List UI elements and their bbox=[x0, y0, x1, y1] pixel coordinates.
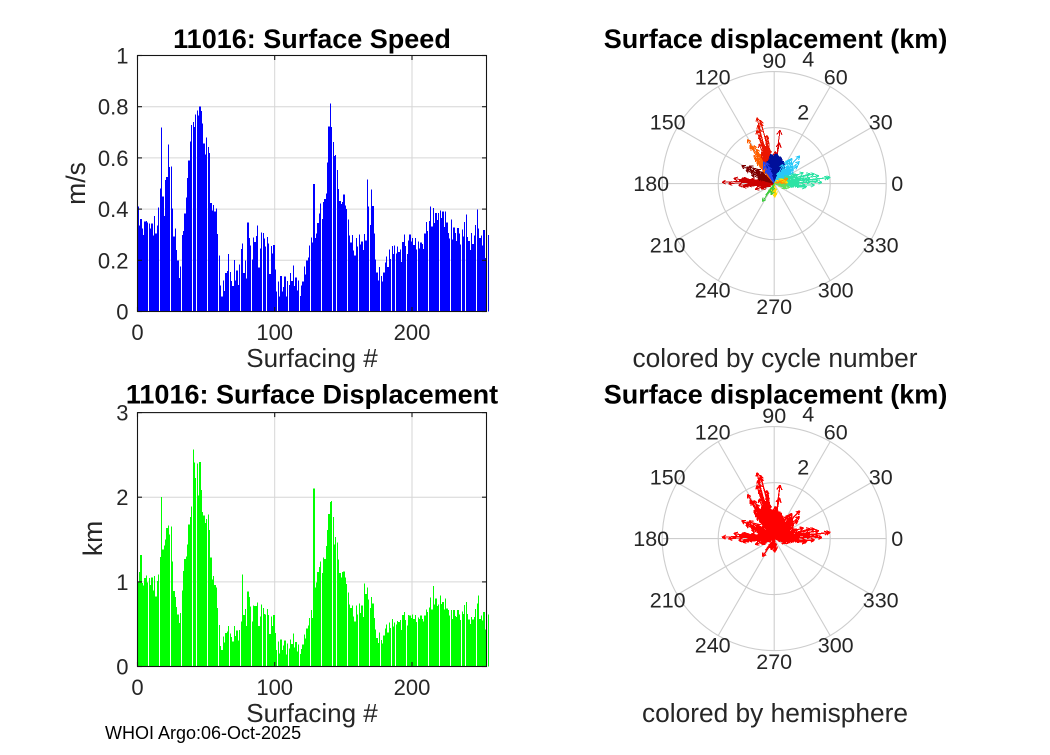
svg-text:120: 120 bbox=[695, 421, 731, 445]
svg-text:210: 210 bbox=[650, 234, 686, 258]
svg-text:km: km bbox=[78, 521, 108, 556]
svg-text:0.4: 0.4 bbox=[98, 197, 129, 222]
svg-text:4: 4 bbox=[802, 48, 814, 72]
svg-text:60: 60 bbox=[824, 421, 848, 445]
svg-text:WHOI Argo:06-Oct-2025: WHOI Argo:06-Oct-2025 bbox=[105, 723, 301, 743]
svg-text:150: 150 bbox=[650, 466, 686, 490]
svg-text:180: 180 bbox=[633, 172, 669, 196]
svg-text:330: 330 bbox=[863, 589, 899, 613]
svg-text:180: 180 bbox=[633, 527, 669, 551]
svg-text:11016: Surface Displacement: 11016: Surface Displacement bbox=[126, 380, 498, 410]
svg-text:0: 0 bbox=[131, 320, 143, 345]
svg-text:200: 200 bbox=[394, 320, 431, 345]
svg-text:0.2: 0.2 bbox=[98, 248, 129, 273]
svg-text:Surfacing #: Surfacing # bbox=[246, 343, 378, 373]
svg-text:150: 150 bbox=[650, 111, 686, 135]
svg-text:90: 90 bbox=[762, 49, 786, 73]
svg-text:100: 100 bbox=[256, 320, 293, 345]
svg-text:200: 200 bbox=[394, 675, 431, 700]
svg-text:30: 30 bbox=[869, 111, 893, 135]
svg-text:2: 2 bbox=[797, 456, 809, 480]
svg-text:4: 4 bbox=[802, 403, 814, 427]
svg-text:270: 270 bbox=[756, 650, 792, 674]
svg-text:2: 2 bbox=[116, 485, 128, 510]
svg-text:240: 240 bbox=[695, 279, 731, 303]
svg-text:11016: Surface Speed: 11016: Surface Speed bbox=[173, 24, 451, 54]
svg-text:0: 0 bbox=[116, 300, 128, 325]
svg-text:2: 2 bbox=[797, 101, 809, 125]
svg-text:0: 0 bbox=[116, 655, 128, 680]
svg-text:Surface displacement (km): Surface displacement (km) bbox=[604, 380, 948, 410]
svg-text:30: 30 bbox=[869, 466, 893, 490]
svg-text:0: 0 bbox=[131, 675, 143, 700]
svg-text:270: 270 bbox=[756, 295, 792, 319]
svg-text:Surfacing #: Surfacing # bbox=[246, 698, 378, 728]
svg-text:1: 1 bbox=[116, 44, 128, 69]
svg-text:colored by hemisphere: colored by hemisphere bbox=[642, 698, 908, 728]
svg-text:210: 210 bbox=[650, 589, 686, 613]
svg-text:100: 100 bbox=[256, 675, 293, 700]
svg-text:m/s: m/s bbox=[61, 162, 91, 205]
svg-text:90: 90 bbox=[762, 404, 786, 428]
svg-text:0.6: 0.6 bbox=[98, 146, 129, 171]
svg-text:120: 120 bbox=[695, 66, 731, 90]
svg-text:colored by cycle number: colored by cycle number bbox=[632, 343, 917, 373]
svg-text:240: 240 bbox=[695, 634, 731, 658]
svg-text:0.8: 0.8 bbox=[98, 95, 129, 120]
svg-text:Surface displacement (km): Surface displacement (km) bbox=[604, 24, 948, 54]
svg-text:300: 300 bbox=[818, 279, 854, 303]
svg-text:330: 330 bbox=[863, 234, 899, 258]
svg-text:60: 60 bbox=[824, 66, 848, 90]
svg-text:0: 0 bbox=[891, 527, 903, 551]
svg-text:300: 300 bbox=[818, 634, 854, 658]
svg-text:1: 1 bbox=[116, 570, 128, 595]
svg-text:0: 0 bbox=[891, 172, 903, 196]
svg-text:3: 3 bbox=[116, 401, 128, 426]
